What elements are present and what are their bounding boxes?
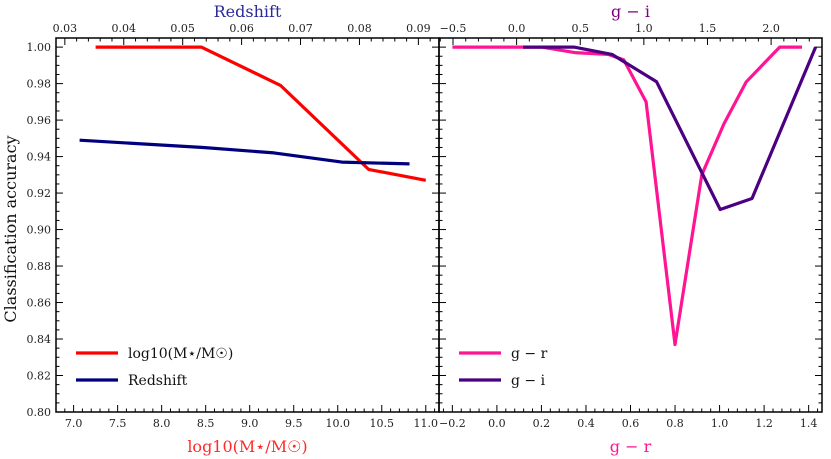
left-panel: 0.80 0.82 0.84 0.86 0.88 0.90 0.92 0.94 0.96 0.98… [27, 2, 440, 456]
legend-label: g − r [511, 346, 548, 362]
x-top-tick-label: 2.0 [762, 22, 780, 35]
legend-label: g − i [511, 373, 546, 389]
legend-label: Redshift [128, 373, 188, 389]
series-line-1 [452, 45, 802, 347]
series-line-1 [95, 45, 427, 182]
x-bottom-tick-label: 8.5 [197, 417, 215, 430]
series-line-2 [523, 45, 818, 212]
x-top-tick-label: 0.07 [288, 22, 313, 35]
y-tick-label: 0.84 [27, 333, 52, 346]
right-panel: −0.2 0.0 0.2 0.4 0.6 0.8 1.0 1.2 1.4 −0.5 0.0 0.5 1.… [438, 2, 823, 456]
y-tick-label: 1.00 [27, 41, 52, 54]
x-bottom-tick-label: 7.5 [109, 417, 127, 430]
y-tick-label: 0.86 [27, 297, 52, 310]
x-top-tick-label: 0.0 [508, 22, 526, 35]
x-bottom-tick-label: 10.5 [370, 417, 395, 430]
x-bottom-tick-label: 1.4 [800, 417, 818, 430]
y-tick-label: 0.80 [27, 406, 52, 419]
x-bottom-tick-label: −0.2 [439, 417, 466, 430]
y-tick-label: 0.88 [27, 260, 52, 273]
y-tick-label: 0.94 [27, 151, 52, 164]
x-top-tick-label: −0.5 [440, 22, 467, 35]
x-bottom-tick-label: 0.4 [577, 417, 595, 430]
x-bottom-axis-title: log10(M⋆/M☉) [187, 437, 307, 456]
x-top-tick-label: 1.5 [699, 22, 717, 35]
x-bottom-tick-label: 10.0 [325, 417, 350, 430]
legend-label: log10(M⋆/M☉) [128, 346, 233, 362]
x-bottom-tick-label: 0.8 [666, 417, 684, 430]
y-axis-title: Classification accuracy [1, 135, 20, 322]
x-top-axis-title: Redshift [214, 2, 282, 21]
x-bottom-tick-label: 0.2 [533, 417, 551, 430]
y-tick-label: 0.96 [27, 114, 52, 127]
x-top-tick-label: 1.0 [635, 22, 653, 35]
x-bottom-tick-label: 1.2 [755, 417, 773, 430]
x-top-tick-label: 0.09 [406, 22, 431, 35]
x-bottom-tick-label: 0.0 [488, 417, 506, 430]
x-bottom-axis-title: g − r [610, 437, 652, 456]
x-bottom-tick-label: 8.0 [153, 417, 171, 430]
x-bottom-tick-label: 1.0 [711, 417, 729, 430]
x-top-axis-title: g − i [611, 2, 650, 21]
y-tick-label: 0.90 [27, 224, 52, 237]
x-top-tick-label: 0.5 [571, 22, 589, 35]
y-tick-label: 0.98 [27, 78, 52, 91]
x-bottom-tick-label: 7.0 [65, 417, 83, 430]
series-line-2 [79, 138, 410, 166]
x-top-tick-label: 0.06 [229, 22, 254, 35]
x-top-tick-label: 0.04 [112, 22, 137, 35]
y-tick-label: 0.92 [27, 187, 52, 200]
x-top-tick-label: 0.08 [347, 22, 372, 35]
x-bottom-tick-label: 0.6 [622, 417, 640, 430]
y-tick-label: 0.82 [27, 370, 52, 383]
x-bottom-tick-label: 9.0 [241, 417, 259, 430]
x-bottom-tick-label: 11.0 [414, 417, 439, 430]
x-top-tick-label: 0.05 [170, 22, 195, 35]
x-bottom-tick-label: 9.5 [285, 417, 303, 430]
x-top-tick-label: 0.03 [53, 22, 78, 35]
